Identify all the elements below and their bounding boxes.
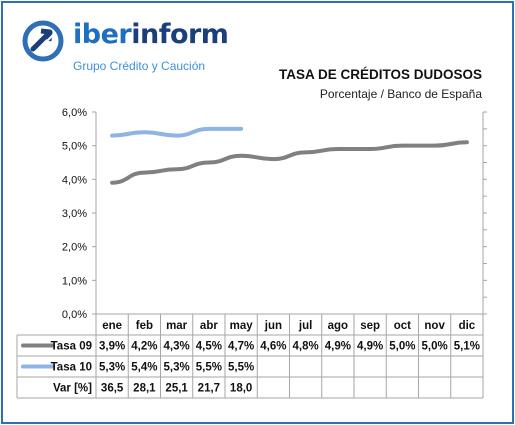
- brand-name-part2: inform: [131, 19, 229, 50]
- series-line-tasa-10: [110, 126, 244, 138]
- y-tick-label: 1,0%: [62, 275, 87, 287]
- data-label: 4,7%: [228, 341, 254, 353]
- data-label: 4,3%: [164, 341, 190, 353]
- brand-tagline: Grupo Crédito y Caución: [73, 59, 206, 73]
- category-label: sep: [360, 320, 380, 332]
- category-label: may: [230, 320, 254, 332]
- company-logo: iberinform Grupo Crédito y Caución: [17, 13, 247, 83]
- category-label: jun: [264, 320, 282, 332]
- chart-subtitle: Porcentaje / Banco de España: [319, 87, 482, 101]
- data-label: 4,9%: [357, 341, 383, 353]
- data-label: 4,2%: [131, 341, 157, 353]
- category-label: oct: [394, 320, 411, 332]
- category-label: dic: [459, 320, 476, 332]
- chart-svg: 0,0% 1,0% 2,0% 3,0% 4,0% 5,0% 6,0% ene feb mar abr…: [16, 107, 487, 399]
- var-value-label: 28,1: [133, 383, 156, 395]
- y-tick-label: 2,0%: [62, 242, 87, 254]
- series-name-label: Tasa 10: [51, 362, 92, 374]
- var-value-label: 18,0: [230, 383, 252, 395]
- category-label: feb: [136, 320, 153, 332]
- var-value-label: 36,5: [101, 383, 124, 395]
- category-label: nov: [424, 320, 445, 332]
- y-tick-label: 3,0%: [62, 208, 87, 220]
- data-label: 4,5%: [196, 341, 222, 353]
- data-label: 5,5%: [228, 362, 254, 374]
- y-tick-label: 4,0%: [62, 174, 87, 186]
- data-label: 4,9%: [325, 341, 351, 353]
- var-row-label: Var [%]: [53, 383, 92, 395]
- y-tick-label: 0,0%: [62, 309, 87, 321]
- chart-title: TASA DE CRÉDITOS DUDOSOS: [278, 67, 482, 82]
- series-name-label: Tasa 09: [51, 341, 92, 353]
- category-label: jul: [298, 320, 312, 332]
- data-label: 4,6%: [260, 341, 286, 353]
- data-label: 5,5%: [196, 362, 222, 374]
- data-label: 5,0%: [389, 341, 415, 353]
- category-label: abr: [200, 320, 218, 332]
- series-line-tasa-09: [110, 140, 469, 185]
- y-tick-label: 5,0%: [62, 141, 87, 153]
- data-label: 4,8%: [293, 341, 319, 353]
- category-label: ene: [102, 320, 122, 332]
- logo-arrows-icon: [22, 20, 64, 62]
- y-tick-label: 6,0%: [62, 107, 87, 119]
- brand-name: iberinform: [73, 19, 229, 50]
- brand-name-part1: iber: [73, 19, 132, 50]
- category-label: mar: [166, 320, 188, 332]
- category-label: ago: [328, 320, 348, 332]
- data-label: 5,4%: [131, 362, 157, 374]
- data-label: 5,0%: [422, 341, 448, 353]
- data-label: 3,9%: [99, 341, 125, 353]
- data-label: 5,3%: [164, 362, 190, 374]
- data-label: 5,3%: [99, 362, 125, 374]
- var-value-label: 25,1: [165, 383, 188, 395]
- var-value-label: 21,7: [198, 383, 220, 395]
- data-label: 5,1%: [454, 341, 480, 353]
